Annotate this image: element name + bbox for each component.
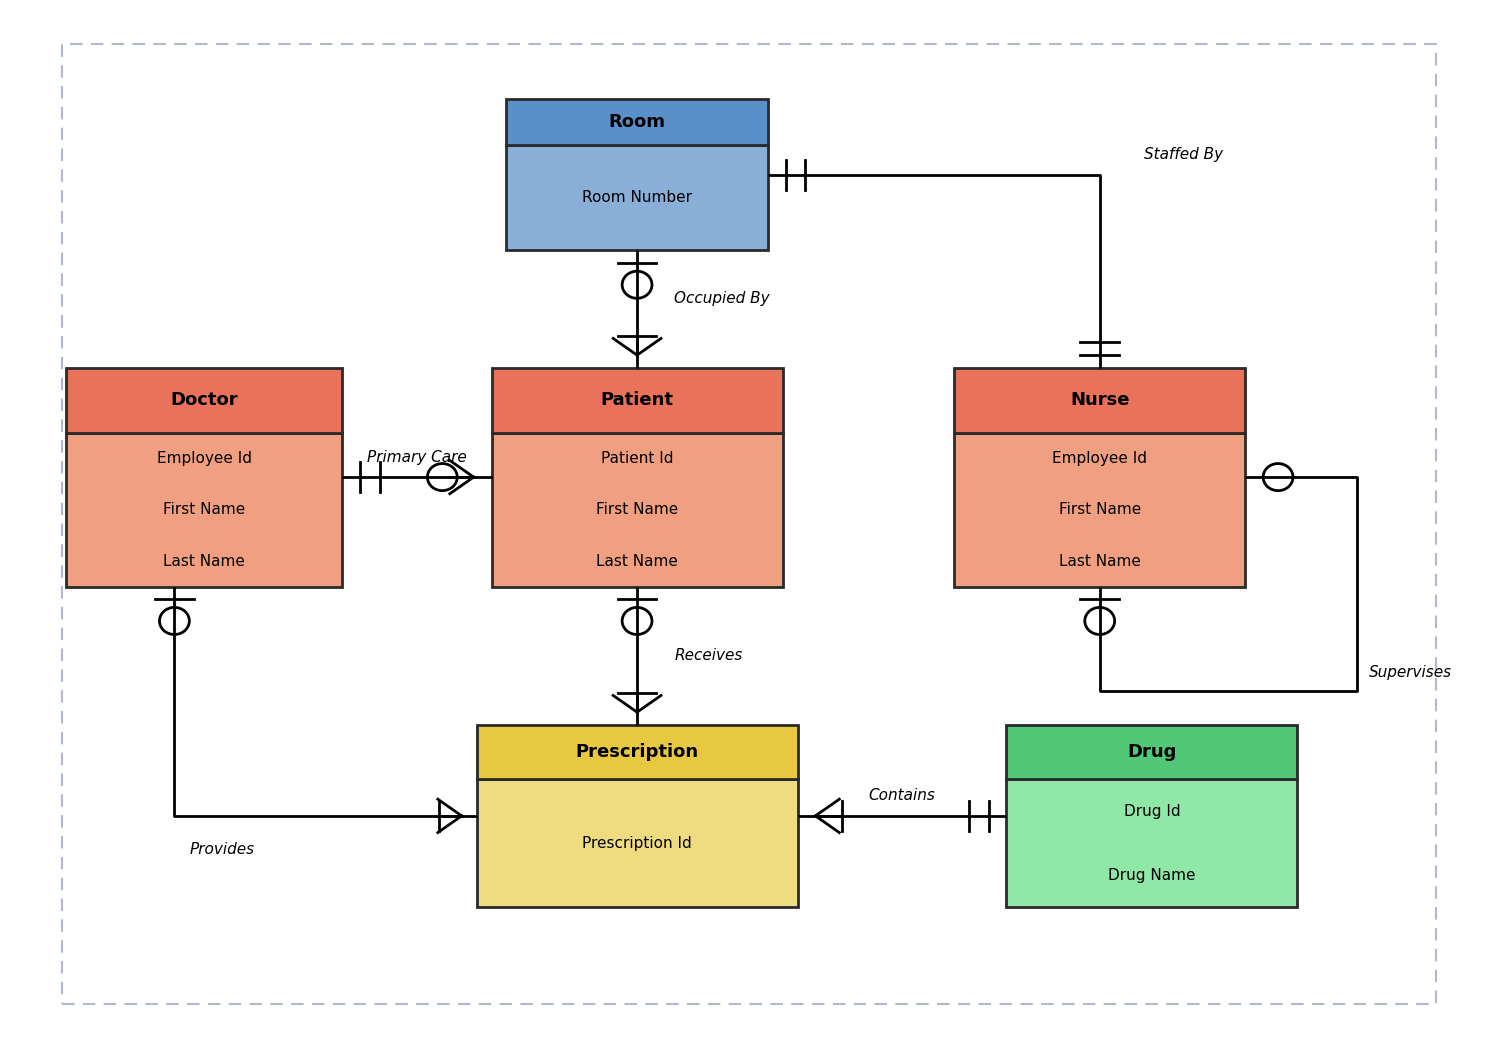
Text: Patient Id: Patient Id [601, 452, 673, 466]
Text: Occupied By: Occupied By [674, 291, 770, 306]
Text: Drug Name: Drug Name [1109, 868, 1195, 882]
Text: Drug: Drug [1128, 743, 1176, 761]
Text: Last Name: Last Name [163, 553, 246, 568]
Bar [476, 780, 797, 908]
Text: Doctor: Doctor [171, 392, 238, 410]
Bar [66, 368, 343, 433]
Text: Drug Id: Drug Id [1124, 804, 1180, 818]
Bar [491, 368, 782, 433]
Text: Staffed By: Staffed By [1144, 148, 1224, 162]
Text: First Name: First Name [596, 502, 679, 518]
Bar [66, 433, 343, 587]
Bar [1007, 780, 1297, 908]
Bar [476, 724, 797, 780]
Bar [491, 433, 782, 587]
Text: Prescription: Prescription [575, 743, 698, 761]
Text: Last Name: Last Name [596, 553, 679, 568]
Text: Employee Id: Employee Id [1052, 452, 1147, 466]
Text: Employee Id: Employee Id [157, 452, 252, 466]
Text: Contains: Contains [869, 788, 935, 804]
Text: Supervises: Supervises [1369, 665, 1452, 680]
Text: Patient: Patient [601, 392, 674, 410]
Text: Room Number: Room Number [583, 190, 692, 205]
Text: Last Name: Last Name [1059, 553, 1140, 568]
Bar [506, 145, 767, 250]
Text: Primary Care: Primary Care [367, 450, 467, 464]
Bar [1007, 724, 1297, 780]
Text: First Name: First Name [163, 502, 246, 518]
Text: Provides: Provides [189, 842, 255, 857]
Bar [954, 433, 1245, 587]
Bar [954, 368, 1245, 433]
Bar [506, 100, 767, 145]
Text: Receives: Receives [674, 648, 743, 663]
Text: Nurse: Nurse [1070, 392, 1129, 410]
Text: Room: Room [608, 113, 665, 131]
Text: Prescription Id: Prescription Id [583, 835, 692, 851]
Text: First Name: First Name [1059, 502, 1141, 518]
